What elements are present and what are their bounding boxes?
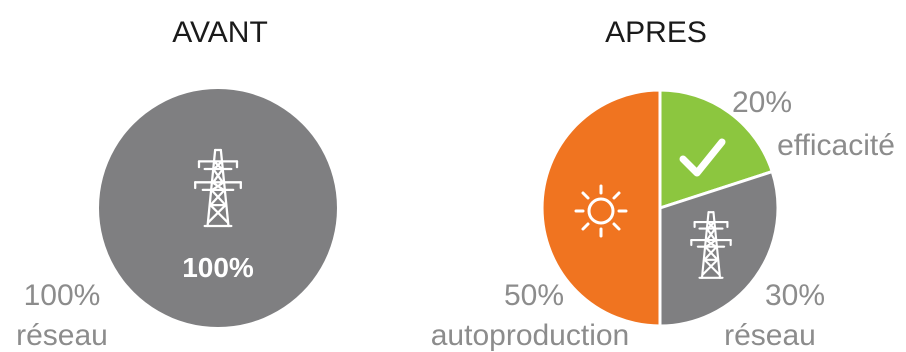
pie-apres	[540, 88, 780, 328]
slice-value-label: 50%	[504, 279, 564, 312]
chart-title-avant: AVANT	[172, 16, 268, 49]
pie-slice-reseau	[98, 89, 337, 327]
sun-icon	[574, 184, 628, 238]
checkmark-icon	[679, 138, 726, 177]
slice-name-label: réseau	[16, 319, 108, 352]
pie-slice-autoproduction	[540, 88, 662, 328]
slice-value-label: 20%	[732, 86, 792, 119]
pie-slice-reseau	[658, 170, 780, 328]
chart-title-apres: APRES	[605, 16, 707, 49]
pie-avant: 100%	[98, 89, 337, 327]
slice-inner-label: 100%	[182, 252, 254, 283]
slice-value-label: 30%	[765, 279, 825, 312]
slice-value-label: 100%	[24, 279, 101, 312]
slice-name-label: réseau	[724, 319, 816, 352]
slice-name-label: efficacité	[777, 129, 895, 162]
slice-name-label: autoproduction	[431, 319, 630, 352]
